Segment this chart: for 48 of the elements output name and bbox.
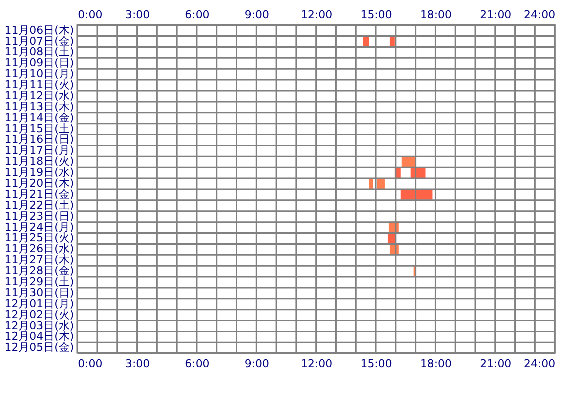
y-tick-label: 12月05日(金) bbox=[4, 341, 74, 354]
y-tick-label: 11月26日(水) bbox=[4, 242, 74, 256]
x2-tick-label: 21:00 bbox=[480, 358, 512, 371]
y-tick-label: 11月27日(木) bbox=[4, 254, 74, 267]
y-tick-label: 11月20日(木) bbox=[4, 177, 74, 190]
y-tick-label: 11月15日(土) bbox=[4, 122, 74, 136]
y-tick-label: 11月17日(月) bbox=[4, 144, 74, 158]
x-tick-label: 0:00 bbox=[78, 8, 103, 22]
y-tick-label: 11月13日(木) bbox=[4, 100, 74, 114]
y-tick-label: 12月04日(木) bbox=[4, 330, 74, 344]
x2-tick-label: 15:00 bbox=[360, 358, 392, 371]
y-tick-label: 11月30日(日) bbox=[4, 286, 74, 300]
y-tick-label: 11月19日(水) bbox=[4, 166, 74, 180]
x2-tick-label: 24:00 bbox=[524, 358, 556, 371]
x2-tick-label: 0:00 bbox=[78, 358, 103, 371]
y-tick-label: 11月14日(金) bbox=[4, 111, 74, 124]
x2-tick-label: 3:00 bbox=[125, 358, 150, 371]
x-tick-label: 21:00 bbox=[480, 8, 512, 22]
y-tick-label: 11月07日(金) bbox=[4, 34, 74, 48]
y-tick-label: 11月23日(日) bbox=[4, 210, 74, 223]
y-tick-label: 11月11日(火) bbox=[4, 78, 74, 92]
y-tick-label: 11月18日(火) bbox=[4, 155, 74, 168]
y-tick-label: 11月28日(金) bbox=[4, 264, 74, 278]
x-tick-label: 15:00 bbox=[360, 8, 392, 22]
y-tick-label: 11月21日(金) bbox=[4, 188, 74, 201]
y-tick-label: 11月25日(火) bbox=[4, 232, 74, 245]
y-tick-label: 11月10日(月) bbox=[4, 68, 74, 81]
y-tick-label: 11月29日(土) bbox=[4, 275, 74, 288]
y-tick-label: 11月24日(月) bbox=[4, 220, 74, 234]
x2-tick-label: 9:00 bbox=[244, 358, 270, 371]
y-tick-label: 12月03日(水) bbox=[4, 319, 74, 332]
x2-tick-label: 6:00 bbox=[185, 358, 210, 371]
x-tick-label: 9:00 bbox=[244, 8, 270, 22]
x-tick-label: 18:00 bbox=[420, 8, 452, 22]
y-tick-label: 12月01日(月) bbox=[4, 297, 74, 310]
x-tick-label: 12:00 bbox=[301, 8, 333, 22]
x-tick-label: 6:00 bbox=[185, 8, 210, 22]
x2-tick-label: 18:00 bbox=[420, 358, 452, 371]
y-tick-label: 11月16日(日) bbox=[4, 133, 74, 146]
y-tick-label: 11月12日(水) bbox=[4, 89, 74, 102]
x-tick-label: 3:00 bbox=[125, 8, 150, 22]
x2-tick-label: 12:00 bbox=[301, 358, 333, 371]
y-tick-label: 11月09日(日) bbox=[4, 56, 74, 70]
y-tick-label: 11月06日(木) bbox=[4, 24, 74, 37]
y-tick-label: 11月08日(土) bbox=[4, 46, 74, 59]
y-tick-label: 12月02日(火) bbox=[4, 308, 74, 322]
y-tick-label: 11月22日(土) bbox=[4, 198, 74, 212]
x-tick-label: 24:00 bbox=[524, 8, 556, 22]
